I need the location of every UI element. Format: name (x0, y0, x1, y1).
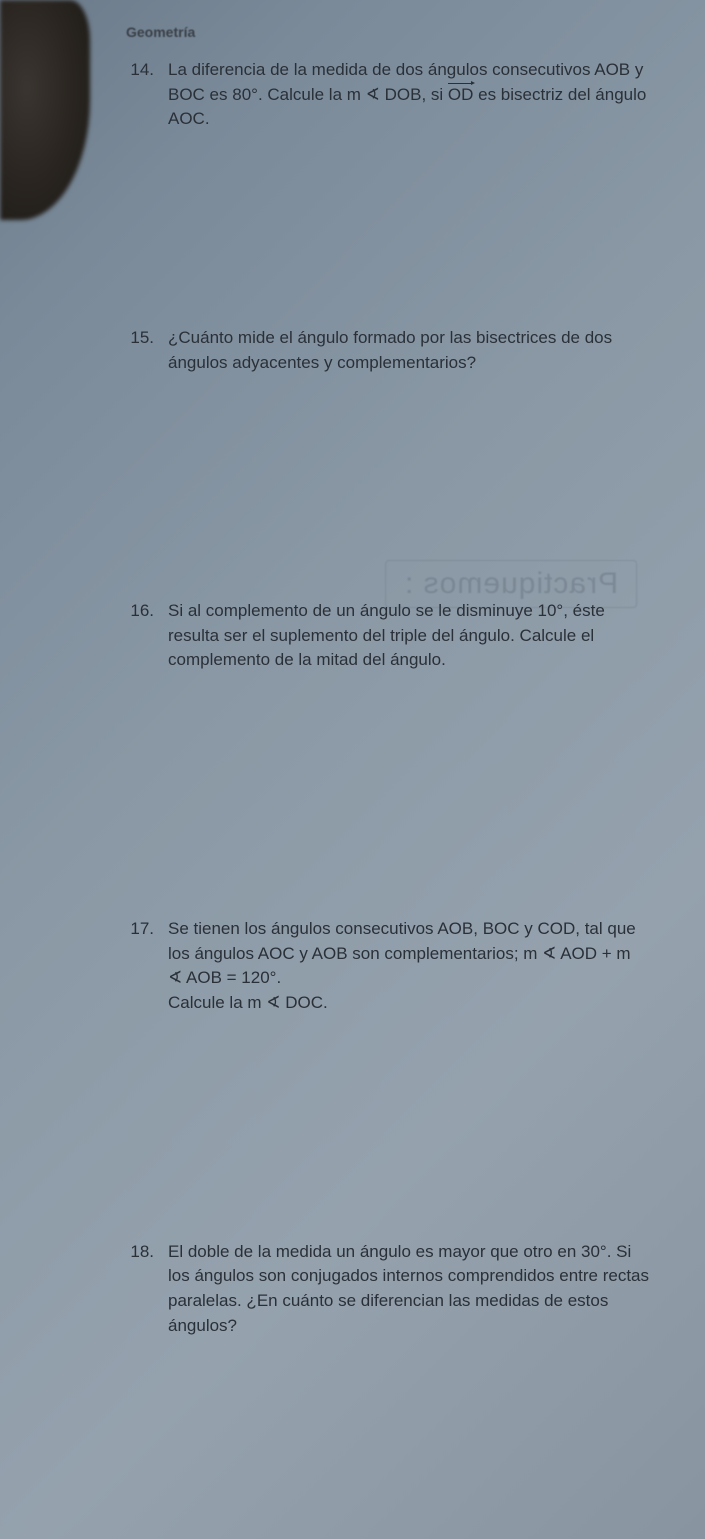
answer-space (126, 146, 649, 326)
answer-space (126, 1030, 649, 1240)
answer-space (126, 687, 649, 917)
problem-item: 15. ¿Cuánto mide el ángulo formado por la… (126, 326, 649, 375)
problem-number: 15. (126, 326, 154, 375)
problem-text: ¿Cuánto mide el ángulo formado por las b… (168, 326, 649, 375)
problem-text: Si al complemento de un ángulo se le dis… (168, 599, 649, 673)
subject-label: Geometría (126, 24, 649, 40)
problem-number: 16. (126, 599, 154, 673)
watermark-text: Practiquemos : (385, 560, 637, 608)
problem-text: El doble de la medida un ángulo es mayor… (168, 1240, 649, 1339)
problem-number: 18. (126, 1240, 154, 1339)
problem-number: 14. (126, 58, 154, 132)
worksheet-page: Geometría 14. La diferencia de la medida … (70, 0, 685, 1539)
problem-text: Se tienen los ángulos consecutivos AOB, … (168, 917, 649, 1016)
problem-item: 17. Se tienen los ángulos consecutivos AO… (126, 917, 649, 1016)
problem-item: 16. Si al complemento de un ángulo se le … (126, 599, 649, 673)
problem-item: 18. El doble de la medida un ángulo es ma… (126, 1240, 649, 1339)
problem-text: La diferencia de la medida de dos ángulo… (168, 58, 649, 132)
problem-number: 17. (126, 917, 154, 1016)
problems-list: 14. La diferencia de la medida de dos áng… (126, 58, 649, 1338)
problem-item: 14. La diferencia de la medida de dos áng… (126, 58, 649, 132)
